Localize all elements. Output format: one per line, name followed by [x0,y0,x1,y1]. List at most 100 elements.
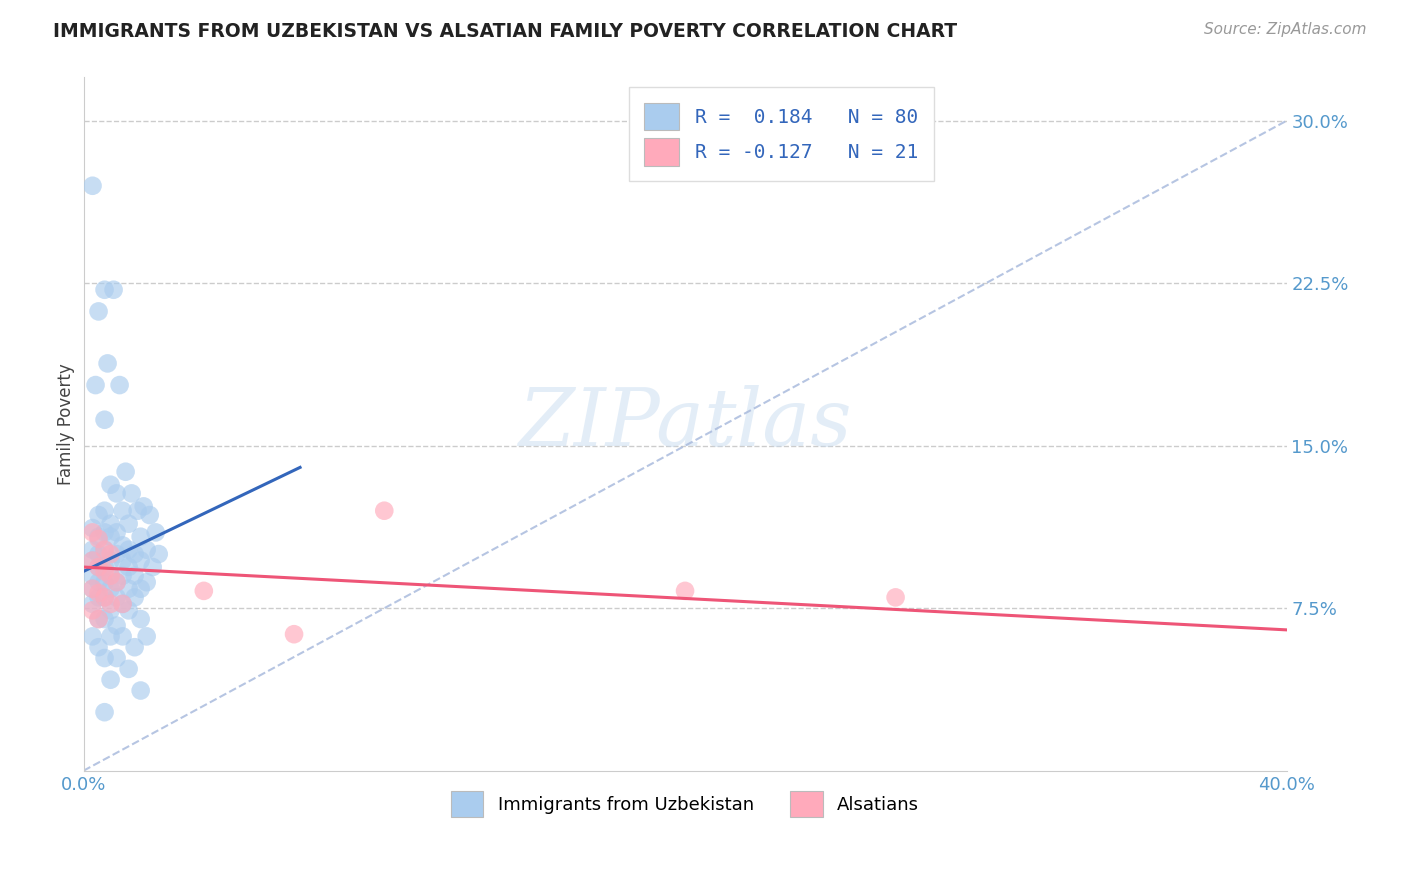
Point [105,525,128,540]
Point [111,504,134,518]
Point [93,575,115,590]
Point [193,583,215,598]
Point [884,591,907,605]
Point [82,603,104,617]
Point [100,629,122,643]
Point [82,629,104,643]
Point [93,565,115,579]
Point [87,304,110,318]
Text: IMMIGRANTS FROM UZBEKISTAN VS ALSATIAN FAMILY POVERTY CORRELATION CHART: IMMIGRANTS FROM UZBEKISTAN VS ALSATIAN F… [53,22,957,41]
Point [100,477,122,491]
Point [87,640,110,655]
Point [93,542,115,557]
Point [111,597,134,611]
Point [87,612,110,626]
Point [100,603,122,617]
Point [145,525,167,540]
Point [105,547,128,561]
Point [100,597,122,611]
Point [93,413,115,427]
Point [124,568,146,582]
Point [82,568,104,582]
Point [142,560,165,574]
Point [100,568,122,582]
Point [111,538,134,552]
Point [114,465,136,479]
Point [82,597,104,611]
Point [373,504,395,518]
Point [124,547,146,561]
Point [129,553,152,567]
Point [87,508,110,522]
Point [105,575,128,590]
Point [87,530,110,544]
Point [117,516,139,531]
Point [111,597,134,611]
Point [97,356,120,370]
Point [93,651,115,665]
Point [129,683,152,698]
Point [93,525,115,540]
Point [82,525,104,540]
Point [84,378,107,392]
Point [135,629,157,643]
Point [283,627,305,641]
Point [82,521,104,535]
Point [87,591,110,605]
Point [100,516,122,531]
Point [82,553,104,567]
Point [82,542,104,557]
Point [100,568,122,582]
Point [108,378,131,392]
Point [93,612,115,626]
Point [124,591,146,605]
Point [105,618,128,632]
Point [87,612,110,626]
Point [673,583,696,598]
Point [138,508,160,522]
Point [93,542,115,557]
Point [93,504,115,518]
Point [100,553,122,567]
Point [111,553,134,567]
Point [100,547,122,561]
Point [100,673,122,687]
Point [82,178,104,193]
Point [105,651,128,665]
Point [111,568,134,582]
Point [105,591,128,605]
Point [93,283,115,297]
Point [93,705,115,719]
Point [87,560,110,574]
Point [105,486,128,500]
Point [87,575,110,590]
Point [100,582,122,596]
Point [93,560,115,574]
Point [124,640,146,655]
Legend: Immigrants from Uzbekistan, Alsatians: Immigrants from Uzbekistan, Alsatians [444,784,927,824]
Point [82,582,104,596]
Point [117,582,139,596]
Text: ZIPatlas: ZIPatlas [519,385,852,463]
Point [117,542,139,557]
Text: Source: ZipAtlas.com: Source: ZipAtlas.com [1204,22,1367,37]
Point [87,586,110,600]
Y-axis label: Family Poverty: Family Poverty [58,363,75,485]
Point [129,530,152,544]
Point [100,530,122,544]
Point [87,532,110,546]
Point [93,591,115,605]
Point [117,560,139,574]
Point [129,582,152,596]
Point [82,582,104,596]
Point [135,542,157,557]
Point [127,504,149,518]
Point [148,547,170,561]
Point [135,575,157,590]
Point [111,629,134,643]
Point [87,560,110,574]
Point [117,603,139,617]
Point [87,547,110,561]
Point [129,612,152,626]
Point [82,553,104,567]
